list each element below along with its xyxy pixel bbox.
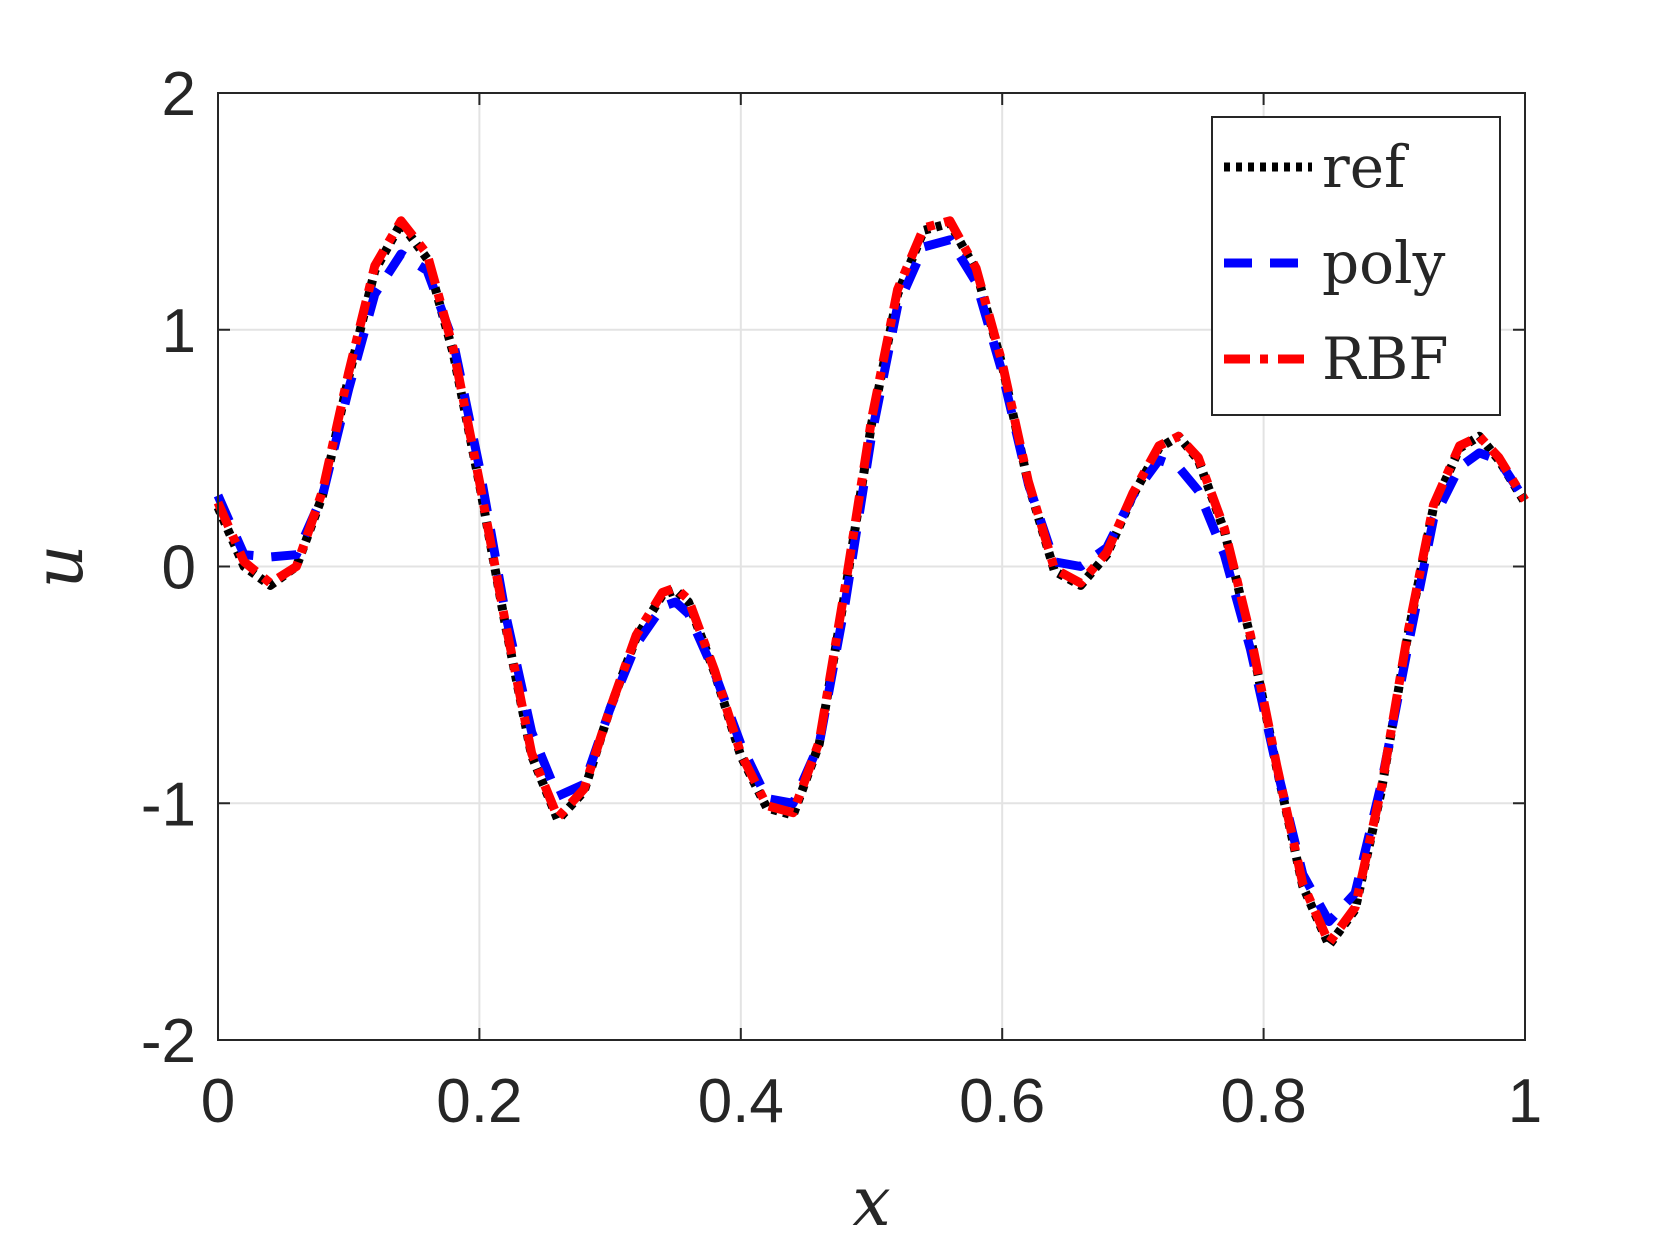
axis-ticks: 0 0.2 0.4 0.6 0.8 1 -2 -1 0 1 2 <box>141 60 1542 1136</box>
y-tick-label: -1 <box>141 770 196 839</box>
x-axis-label: x <box>852 1163 890 1242</box>
series-line-ref <box>213 218 1529 950</box>
x-tick-label: 0.8 <box>1220 1067 1306 1136</box>
series-line-rbf <box>213 216 1529 948</box>
y-tick-label: 2 <box>162 60 196 129</box>
x-tick-label: 0.4 <box>698 1067 784 1136</box>
y-tick-label: 1 <box>162 297 196 366</box>
x-tick-label: 1 <box>1508 1067 1542 1136</box>
plot-series <box>213 216 1529 950</box>
y-tick-label: -2 <box>141 1007 196 1076</box>
legend: ref poly RBF <box>1211 116 1501 416</box>
y-axis-label: u <box>20 545 99 589</box>
legend-label-rbf: RBF <box>1322 325 1449 393</box>
y-tick-label: 0 <box>162 534 196 603</box>
x-tick-label: 0.6 <box>959 1067 1045 1136</box>
x-tick-label: 0.2 <box>436 1067 522 1136</box>
legend-label-ref: ref <box>1322 133 1409 201</box>
x-tick-label: 0 <box>201 1067 235 1136</box>
legend-label-poly: poly <box>1322 229 1446 297</box>
